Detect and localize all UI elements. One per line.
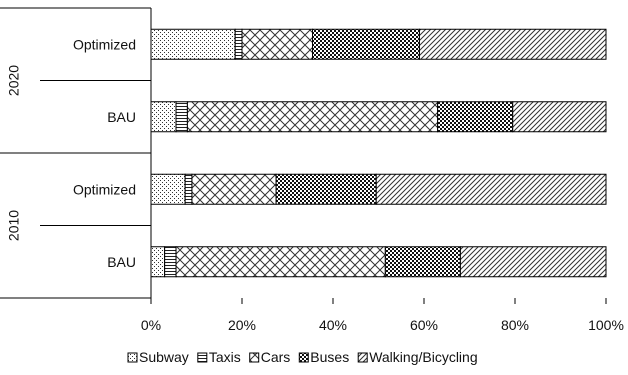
legend: Subway Taxis Cars Buses Walking/Bicycling (127, 349, 478, 365)
category-label: BAU (107, 254, 136, 270)
labels: 0% 20% 40% 60% 80% 100% Optimized BAU Optimized B… (6, 36, 624, 333)
bar-segment-cars (191, 173, 277, 205)
x-tick-label: 80% (501, 317, 529, 333)
bar-segment-buses (437, 101, 514, 133)
bar-segment-cars (241, 28, 314, 60)
legend-label: Taxis (209, 349, 241, 365)
bar-segment-cars (175, 246, 386, 278)
legend-swatch (249, 352, 260, 363)
bar-segment-walking-bicycling (459, 246, 607, 278)
legend-item: Walking/Bicycling (357, 349, 478, 365)
legend-label: Subway (139, 349, 189, 365)
bar-segment-walking-bicycling (512, 101, 607, 133)
x-tick-label: 100% (588, 317, 624, 333)
bar-segment-taxis (175, 101, 188, 133)
bar-segment-taxis (164, 246, 177, 278)
category-label: Optimized (73, 181, 136, 197)
legend-item: Buses (298, 349, 349, 365)
legend-label: Cars (261, 349, 291, 365)
category-label: BAU (107, 109, 136, 125)
bar-segment-buses (384, 246, 461, 278)
bar-segment-buses (312, 28, 420, 60)
bars (150, 28, 607, 278)
legend-label: Walking/Bicycling (369, 349, 477, 365)
x-tick-label: 60% (410, 317, 438, 333)
legend-swatch (357, 352, 368, 363)
group-label: 2020 (6, 65, 22, 96)
bar-segment-taxis (234, 28, 243, 60)
bar-segment-walking-bicycling (375, 173, 607, 205)
legend-swatch (298, 352, 309, 363)
x-tick-label: 20% (228, 317, 256, 333)
bar-segment-subway (150, 101, 177, 133)
legend-swatch (197, 352, 208, 363)
bar-segment-cars (186, 101, 439, 133)
legend-item: Taxis (197, 349, 241, 365)
bar-segment-subway (150, 28, 236, 60)
x-tick-label: 0% (141, 317, 161, 333)
legend-item: Subway (127, 349, 189, 365)
legend-label: Buses (310, 349, 349, 365)
category-label: Optimized (73, 36, 136, 52)
group-label: 2010 (6, 210, 22, 241)
legend-item: Cars (249, 349, 291, 365)
bar-segment-taxis (184, 173, 193, 205)
bar-segment-buses (275, 173, 377, 205)
x-tick-label: 40% (319, 317, 347, 333)
bar-segment-subway (150, 173, 186, 205)
legend-swatch (127, 352, 138, 363)
bar-segment-subway (150, 246, 166, 278)
bar-segment-walking-bicycling (418, 28, 607, 60)
